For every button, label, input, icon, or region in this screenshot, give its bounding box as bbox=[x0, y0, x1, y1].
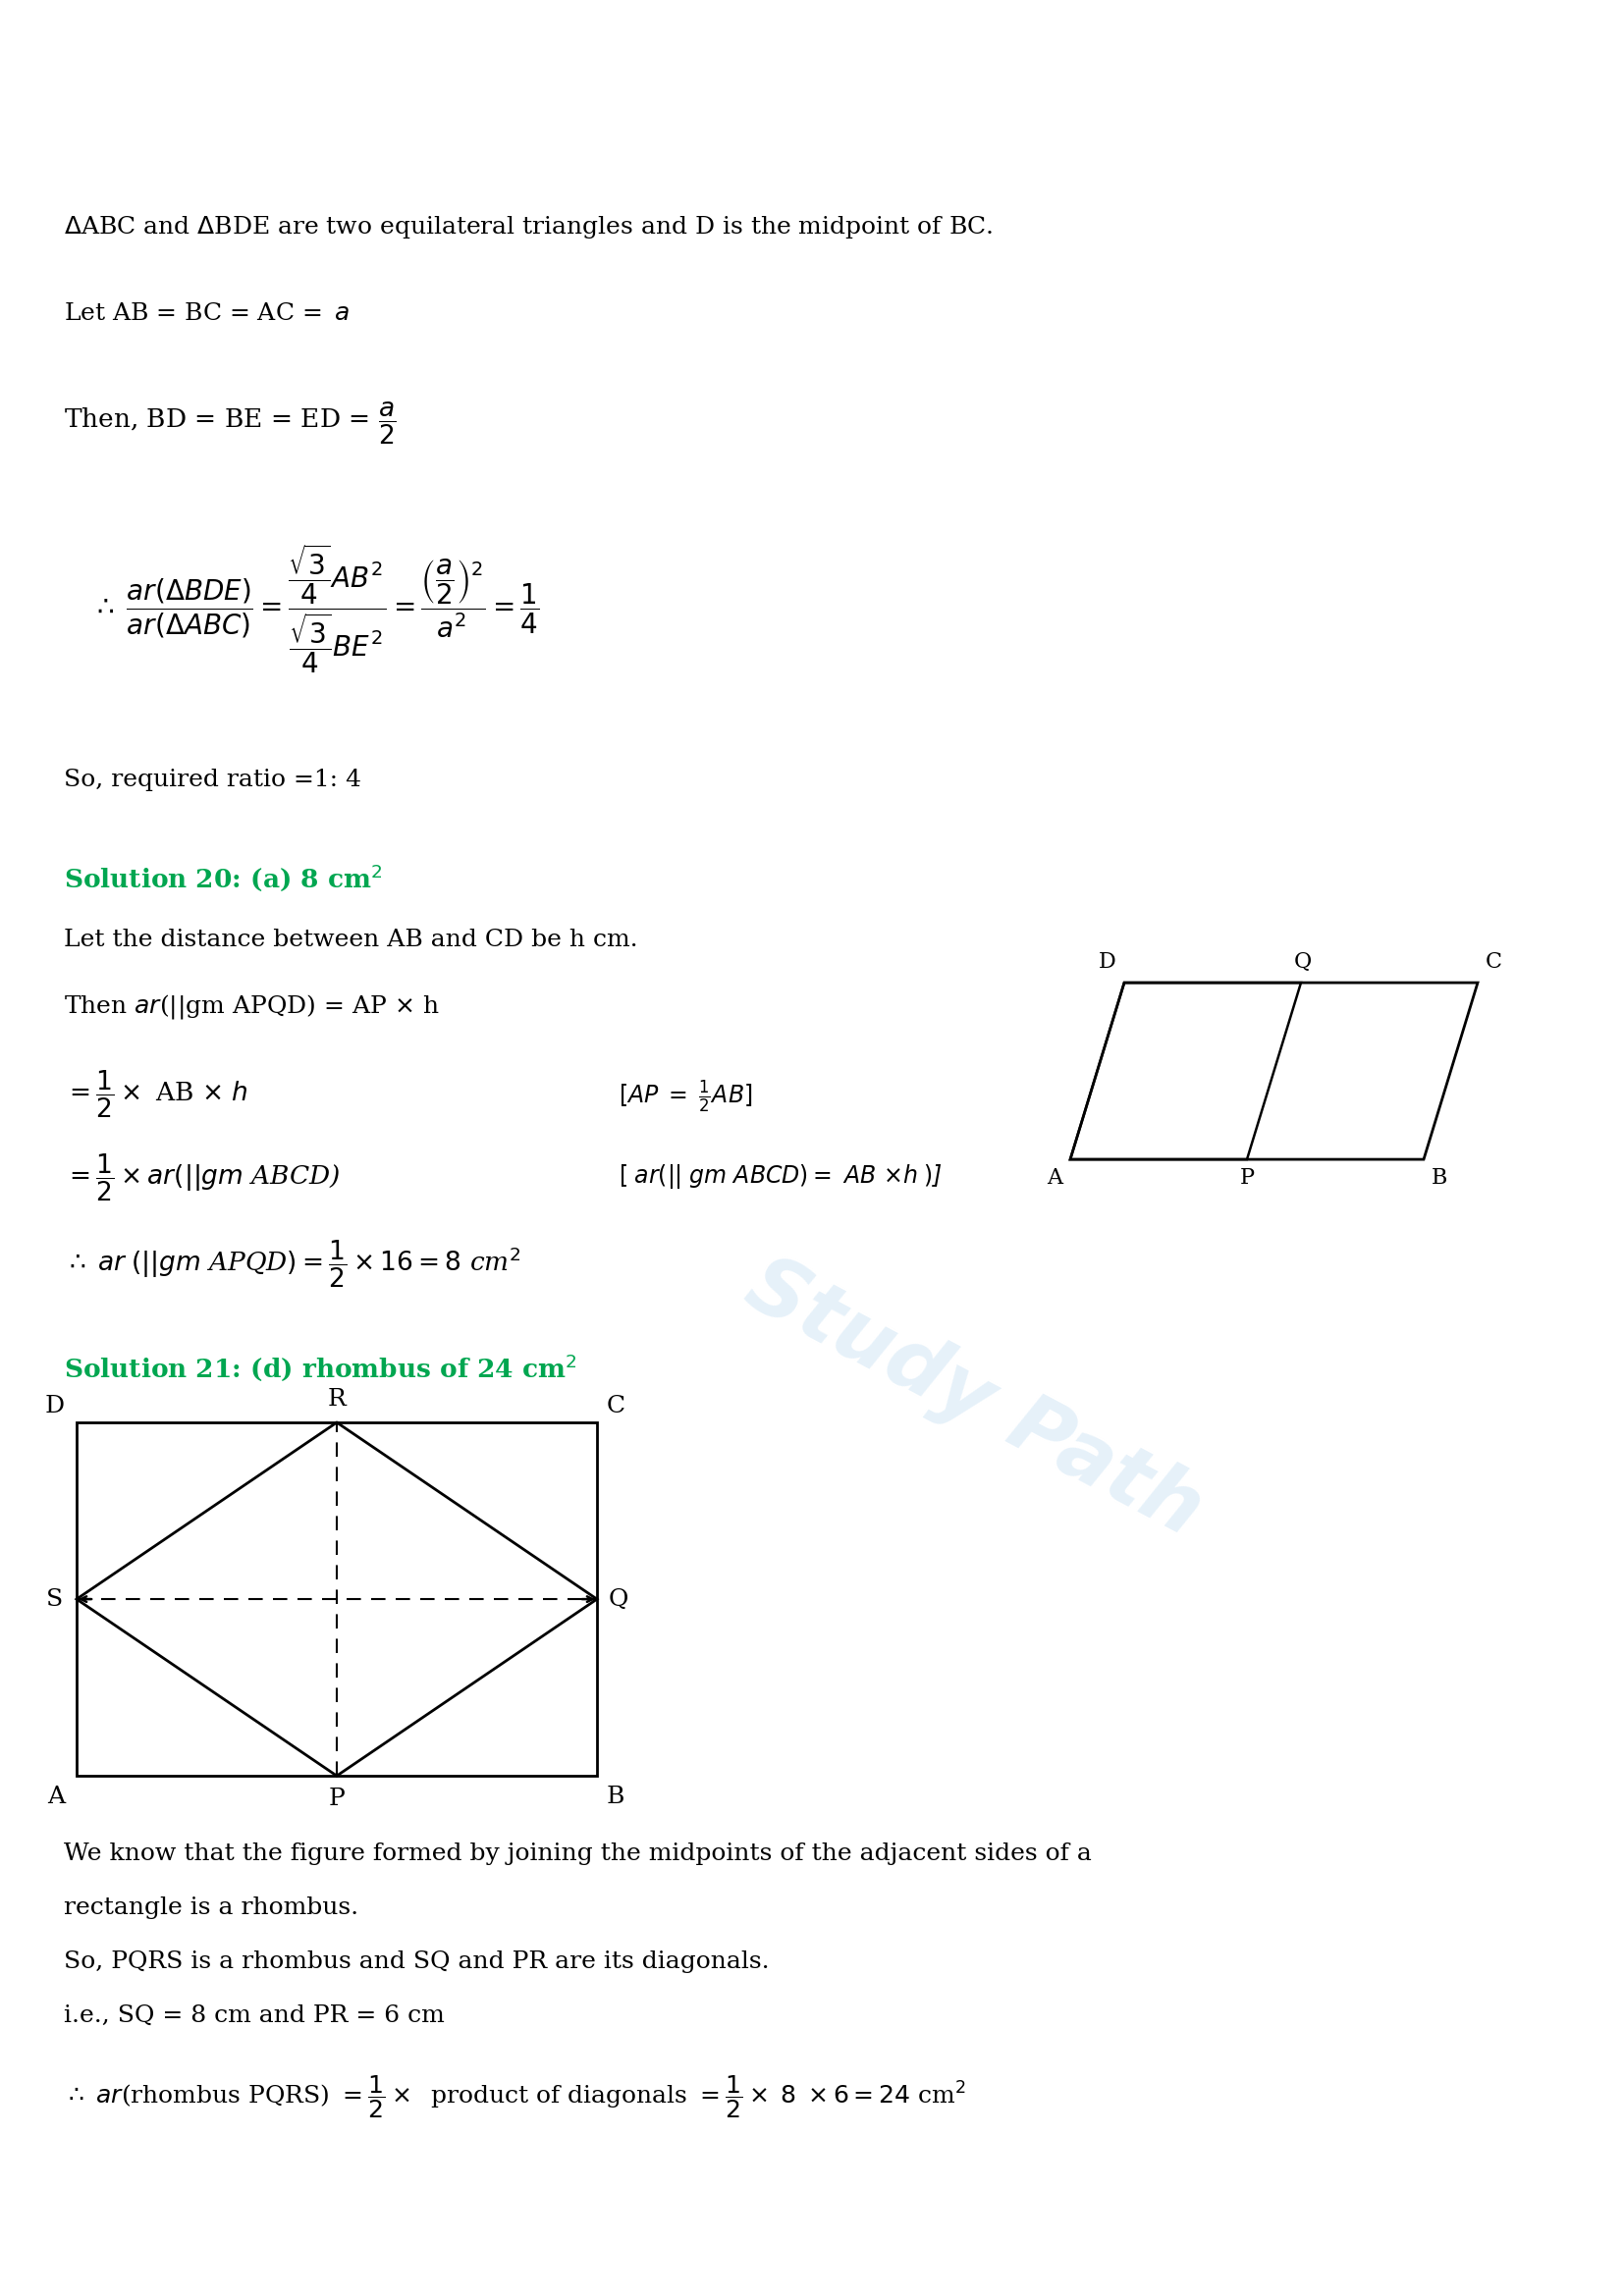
Text: So, required ratio =1: 4: So, required ratio =1: 4 bbox=[63, 769, 361, 792]
Text: Path: Path bbox=[86, 106, 115, 115]
Text: $[AP\;=\;\frac{1}{2}AB]$: $[AP\;=\;\frac{1}{2}AB]$ bbox=[619, 1079, 752, 1116]
Text: $\Delta$ABC and $\Delta$BDE are two equilateral triangles and D is the midpoint : $\Delta$ABC and $\Delta$BDE are two equi… bbox=[63, 214, 992, 241]
Text: B: B bbox=[1431, 1166, 1447, 1189]
Text: P: P bbox=[1239, 1166, 1254, 1189]
Text: $\therefore\;ar\;(||gm$ APQD$) = \dfrac{1}{2} \times 16 = 8$ cm$^2$: $\therefore\;ar\;(||gm$ APQD$) = \dfrac{… bbox=[63, 1240, 520, 1290]
Text: A: A bbox=[47, 1786, 65, 1809]
Text: Let AB = BC = AC = $\,a$: Let AB = BC = AC = $\,a$ bbox=[63, 303, 349, 326]
Text: Page 7 of 14: Page 7 of 14 bbox=[752, 2248, 872, 2266]
Text: Q: Q bbox=[1294, 951, 1312, 974]
Text: R: R bbox=[328, 1389, 346, 1410]
Text: C: C bbox=[607, 1396, 625, 1417]
Text: Let the distance between AB and CD be h cm.: Let the distance between AB and CD be h … bbox=[63, 928, 638, 951]
Text: D: D bbox=[1099, 951, 1116, 974]
Text: RS Aggarwal Solutions: RS Aggarwal Solutions bbox=[664, 73, 960, 96]
Text: i.e., SQ = 8 cm and PR = 6 cm: i.e., SQ = 8 cm and PR = 6 cm bbox=[63, 2004, 445, 2027]
Text: We know that the figure formed by joining the midpoints of the adjacent sides of: We know that the figure formed by joinin… bbox=[63, 1844, 1091, 1864]
Text: Study Path: Study Path bbox=[732, 1244, 1216, 1552]
Text: A: A bbox=[1046, 1166, 1062, 1189]
Text: D: D bbox=[45, 1396, 65, 1417]
Text: Q: Q bbox=[609, 1589, 628, 1609]
Text: C: C bbox=[1486, 951, 1502, 974]
Text: rectangle is a rhombus.: rectangle is a rhombus. bbox=[63, 1896, 359, 1919]
Text: So, PQRS is a rhombus and SQ and PR are its diagonals.: So, PQRS is a rhombus and SQ and PR are … bbox=[63, 1952, 770, 1972]
Text: $= \dfrac{1}{2} \times ar(||gm$ ABCD): $= \dfrac{1}{2} \times ar(||gm$ ABCD) bbox=[63, 1153, 341, 1203]
Text: Study: Study bbox=[83, 55, 119, 64]
Text: Chapter 11: Areas of Parallelograms and Triangles: Chapter 11: Areas of Parallelograms and … bbox=[521, 131, 1103, 152]
Text: Solution 20: (a) 8 cm$^2$: Solution 20: (a) 8 cm$^2$ bbox=[63, 861, 383, 893]
Text: Solution 21: (d) rhombus of 24 cm$^2$: Solution 21: (d) rhombus of 24 cm$^2$ bbox=[63, 1352, 577, 1382]
Text: $= \dfrac{1}{2} \times$ AB $\times$ $h$: $= \dfrac{1}{2} \times$ AB $\times$ $h$ bbox=[63, 1070, 248, 1120]
Text: $[\;ar(||\;gm$ ABCD$) = $ AB $\times h\;)$]: $[\;ar(||\;gm$ ABCD$) = $ AB $\times h\;… bbox=[619, 1162, 942, 1192]
Text: $\therefore\;\dfrac{ar(\Delta BDE)}{ar(\Delta ABC)} = \dfrac{\dfrac{\sqrt{3}}{4}: $\therefore\;\dfrac{ar(\Delta BDE)}{ar(\… bbox=[91, 542, 539, 675]
Text: B: B bbox=[607, 1786, 625, 1809]
Text: P: P bbox=[328, 1789, 344, 1809]
Text: S: S bbox=[45, 1589, 63, 1609]
Text: Then $ar$(||gm APQD) = AP $\times$ h: Then $ar$(||gm APQD) = AP $\times$ h bbox=[63, 992, 440, 1022]
Text: $\therefore\;ar$(rhombus PQRS) $= \dfrac{1}{2} \times\;$ product of diagonals $=: $\therefore\;ar$(rhombus PQRS) $= \dfrac… bbox=[63, 2073, 966, 2119]
Text: Then, BD = BE = ED = $\dfrac{a}{2}$: Then, BD = BE = ED = $\dfrac{a}{2}$ bbox=[63, 400, 396, 448]
Text: Class - 9: Class - 9 bbox=[771, 25, 853, 44]
